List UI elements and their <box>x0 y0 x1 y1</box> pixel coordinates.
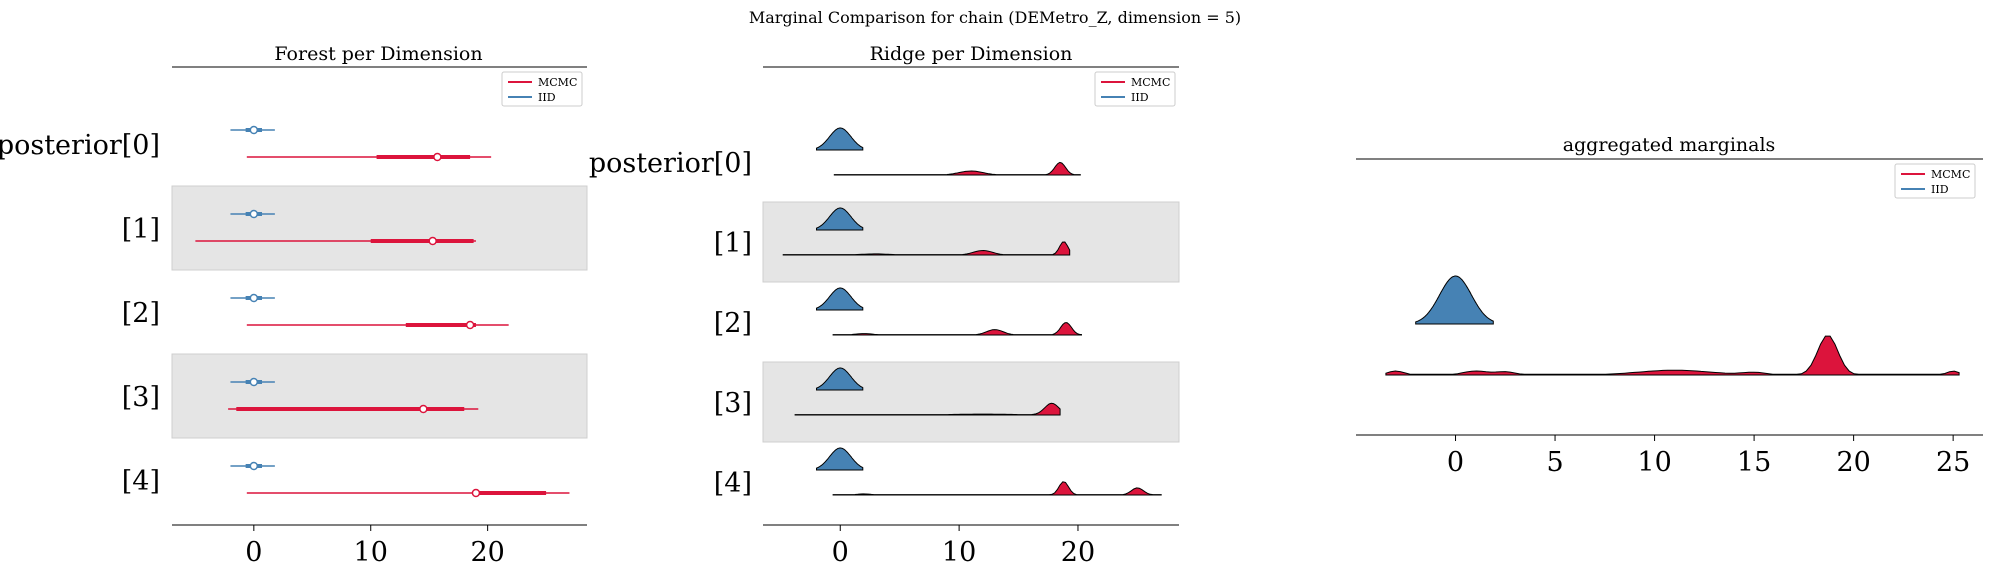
ridge-title: Ridge per Dimension <box>870 43 1073 65</box>
x-tick-label: 15 <box>1737 447 1771 478</box>
aggregated-title: aggregated marginals <box>1563 134 1776 156</box>
mcmc-median-point <box>433 152 442 162</box>
iid-median-point <box>249 461 259 471</box>
row-band <box>171 185 588 271</box>
iid-density <box>816 447 864 471</box>
legend-label-mcmc: MCMC <box>1931 168 1970 181</box>
mcmc-density <box>782 241 1071 256</box>
y-label: posterior[0] <box>589 148 752 179</box>
mcmc-density <box>832 322 1082 336</box>
y-label: [3] <box>714 388 752 419</box>
x-tick-label: 20 <box>1836 447 1870 478</box>
x-tick-label: 10 <box>354 537 388 568</box>
legend-label-iid: IID <box>1931 183 1949 196</box>
iid-density <box>816 367 864 391</box>
x-tick-label: 0 <box>245 537 262 568</box>
mcmc-density <box>1385 335 1960 376</box>
mcmc-median-point <box>471 488 481 498</box>
x-tick-label: 20 <box>470 537 504 568</box>
legend-label-mcmc: MCMC <box>538 76 577 89</box>
y-label: [2] <box>714 308 752 339</box>
x-tick-label: 20 <box>1061 537 1095 568</box>
iid-median-point <box>249 293 259 303</box>
x-tick-label: 25 <box>1936 447 1970 478</box>
forest-title: Forest per Dimension <box>274 43 482 65</box>
ridge-panel: Ridge per Dimension 0 10 20 posterior[0] [1]… <box>589 43 1180 568</box>
y-label: [2] <box>122 298 160 329</box>
mcmc-density <box>794 402 1061 416</box>
figure-suptitle: Marginal Comparison for chain (DEMetro_Z… <box>749 8 1241 27</box>
mcmc-density <box>833 161 1081 176</box>
legend-label-iid: IID <box>538 91 556 104</box>
y-label: posterior[0] <box>0 130 160 161</box>
mcmc-median-point <box>465 320 475 330</box>
iid-density <box>816 207 864 231</box>
iid-median-point <box>249 209 259 219</box>
mcmc-density <box>832 481 1162 496</box>
mcmc-median-point <box>428 236 437 246</box>
iid-density <box>1415 275 1494 325</box>
iid-density <box>816 127 864 151</box>
legend-label-mcmc: MCMC <box>1131 76 1170 89</box>
row-band <box>762 361 1180 443</box>
x-tick-label: 0 <box>832 537 849 568</box>
mcmc-median-point <box>419 404 428 414</box>
x-tick-label: 10 <box>942 537 976 568</box>
forest-panel: Forest per Dimension 0 10 20 posterior[0] [1… <box>0 43 588 568</box>
x-tick-label: 0 <box>1447 447 1464 478</box>
row-band <box>762 201 1180 283</box>
row-band <box>171 353 588 439</box>
y-label: [3] <box>122 382 160 413</box>
y-label: [4] <box>122 466 160 497</box>
iid-median-point <box>249 377 259 387</box>
x-tick-label: 10 <box>1637 447 1671 478</box>
iid-median-point <box>249 125 259 135</box>
y-label: [1] <box>714 228 752 259</box>
iid-density <box>816 287 864 311</box>
legend-label-iid: IID <box>1131 91 1149 104</box>
aggregated-panel: aggregated marginals 0 5 10 15 20 25 MCMC IID <box>1356 134 1983 478</box>
x-tick-label: 5 <box>1546 447 1563 478</box>
y-label: [1] <box>122 214 160 245</box>
y-label: [4] <box>714 468 752 499</box>
